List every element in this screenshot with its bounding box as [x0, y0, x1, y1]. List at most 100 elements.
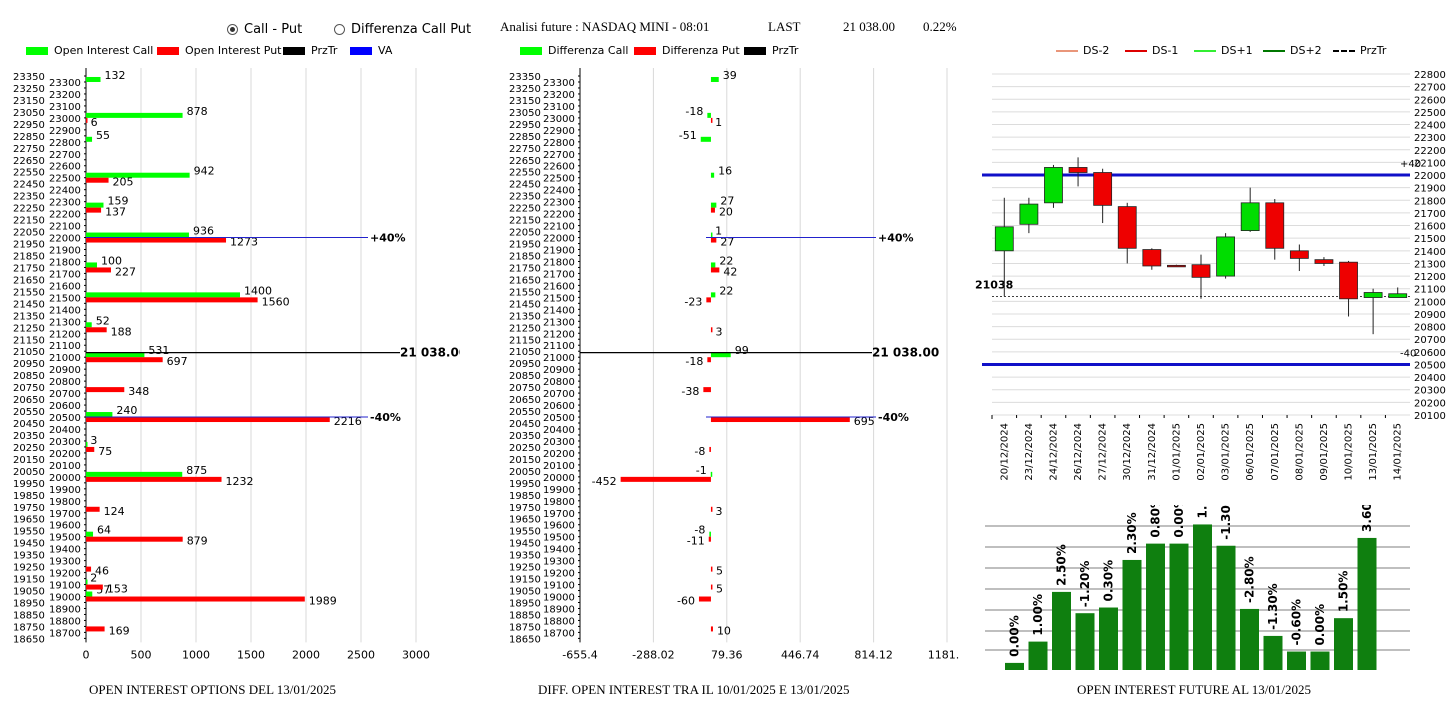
strike-tick-label: 21600 — [49, 281, 81, 292]
strike-tick-label: 23350 — [509, 72, 541, 83]
bar-value-label: 1232 — [226, 475, 254, 488]
candle-down — [1142, 249, 1162, 267]
future-oi-bar — [1052, 591, 1071, 670]
band-label: -40% — [370, 411, 401, 424]
call-bar — [86, 76, 101, 82]
bar-value-label: -8 — [694, 524, 705, 537]
call-bar — [86, 202, 104, 208]
strike-tick-label: 19100 — [49, 581, 81, 592]
strike-tick-label: 23250 — [509, 84, 541, 95]
radio-call-put-label: Call - Put — [244, 22, 303, 37]
strike-tick-label: 22900 — [543, 126, 575, 137]
future-oi-bar — [1169, 543, 1189, 670]
candle-down — [1265, 202, 1285, 249]
strike-tick-label: 20350 — [509, 431, 541, 442]
future-oi-bar — [1005, 662, 1024, 670]
strike-tick-label: 22950 — [13, 120, 45, 131]
date-tick-label: 08/01/2025 — [1294, 423, 1305, 481]
y-tick-label: 20300 — [1414, 386, 1446, 397]
bar-value-label: -0.60% — [1290, 599, 1304, 646]
call-bar — [86, 322, 92, 328]
y-tick-label: 21200 — [1414, 272, 1446, 283]
strike-tick-label: 18700 — [49, 628, 81, 639]
bar-value-label: 39 — [723, 69, 737, 82]
strike-tick-label: 20200 — [543, 449, 575, 460]
call-bar — [710, 202, 717, 208]
date-tick-label: 20/12/2024 — [999, 423, 1010, 481]
strike-tick-label: 20300 — [543, 437, 575, 448]
strike-tick-label: 21950 — [13, 240, 45, 251]
y-tick-label: 22500 — [1414, 108, 1446, 119]
strike-tick-label: 21050 — [509, 347, 541, 358]
legend-prztr-3: PrzTr — [1333, 44, 1386, 57]
call-bar — [710, 232, 713, 238]
date-tick-label: 07/01/2025 — [1270, 423, 1281, 481]
strike-tick-label: 19450 — [13, 539, 45, 550]
y-tick-label: 22100 — [1414, 158, 1446, 169]
y-tick-label: 20600 — [1414, 348, 1446, 359]
strike-tick-label: 19100 — [543, 581, 575, 592]
bar-value-label: 27 — [720, 236, 734, 249]
strike-tick-label: 18700 — [543, 628, 575, 639]
legend-line-prztr-3 — [1333, 49, 1355, 52]
bar-value-label: 5 — [716, 583, 723, 596]
put-bar — [707, 357, 711, 363]
future-oi-bar — [1028, 641, 1048, 670]
bar-value-label: 879 — [187, 535, 208, 548]
strike-tick-label: 19750 — [509, 503, 541, 514]
strike-tick-label: 22650 — [509, 156, 541, 167]
bar-value-label: 1 — [715, 116, 722, 129]
legend-swatch-prztr-2 — [744, 46, 766, 55]
strike-tick-label: 21550 — [13, 287, 45, 298]
radio-call-put[interactable]: Call - Put — [227, 22, 302, 37]
radio-differenza-label: Differenza Call Put — [351, 22, 472, 37]
bar-value-label: -51 — [679, 129, 697, 142]
x-tick-label: 446.74 — [781, 648, 820, 661]
strike-tick-label: 18900 — [543, 604, 575, 615]
radio-differenza[interactable]: Differenza Call Put — [334, 22, 471, 37]
strike-tick-label: 19650 — [13, 515, 45, 526]
strike-tick-label: 19200 — [49, 569, 81, 580]
diff-open-interest-chart: -655.4 -288.02 79.36 446.74 814.12 1181.5 2335… — [509, 68, 960, 661]
strike-tick-label: 20300 — [49, 437, 81, 448]
strike-tick-label: 21150 — [13, 335, 45, 346]
strike-tick-label: 20550 — [13, 407, 45, 418]
strike-tick-label: 19500 — [543, 533, 575, 544]
strike-tick-label: 20600 — [49, 401, 81, 412]
call-bar — [710, 292, 716, 298]
bar-value-label: 42 — [723, 265, 737, 278]
legend-label: DS+1 — [1221, 44, 1253, 57]
strike-tick-label: 18800 — [543, 616, 575, 627]
y-tick-label: 20900 — [1414, 310, 1446, 321]
strike-tick-label: 23000 — [49, 114, 81, 125]
bar-value-label: 1273 — [230, 236, 258, 249]
candle-down — [1289, 250, 1309, 259]
bar-value-label: 0.00% — [1008, 615, 1022, 657]
last-price-label: 21 038.00 — [872, 346, 939, 360]
call-bar — [86, 292, 240, 298]
put-bar — [708, 536, 711, 542]
strike-tick-label: 20400 — [49, 425, 81, 436]
bar-value-label: -1 — [696, 464, 707, 477]
strike-tick-label: 22050 — [509, 228, 541, 239]
bar-value-label: -23 — [684, 295, 702, 308]
future-oi-bar — [1075, 613, 1095, 670]
strike-tick-label: 19700 — [49, 509, 81, 520]
radio-selected-icon — [227, 24, 238, 35]
y-tick-label: 22300 — [1414, 133, 1446, 144]
strike-tick-label: 22400 — [49, 186, 81, 197]
strike-tick-label: 18900 — [49, 604, 81, 615]
future-oi-bar — [1263, 635, 1283, 670]
strike-tick-label: 18750 — [509, 622, 541, 633]
legend-ds-minus-2: DS-2 — [1056, 44, 1109, 57]
strike-tick-label: 21900 — [543, 246, 575, 257]
bar-value-label: 1400 — [244, 284, 272, 297]
y-tick-label: 20700 — [1414, 335, 1446, 346]
call-bar — [86, 262, 97, 268]
date-tick-label: 27/12/2024 — [1098, 423, 1109, 481]
bar-value-label: 100 — [101, 254, 122, 267]
strike-tick-label: 19050 — [13, 587, 45, 598]
put-bar — [86, 417, 330, 423]
put-bar — [620, 476, 711, 482]
strike-tick-label: 22750 — [509, 144, 541, 155]
